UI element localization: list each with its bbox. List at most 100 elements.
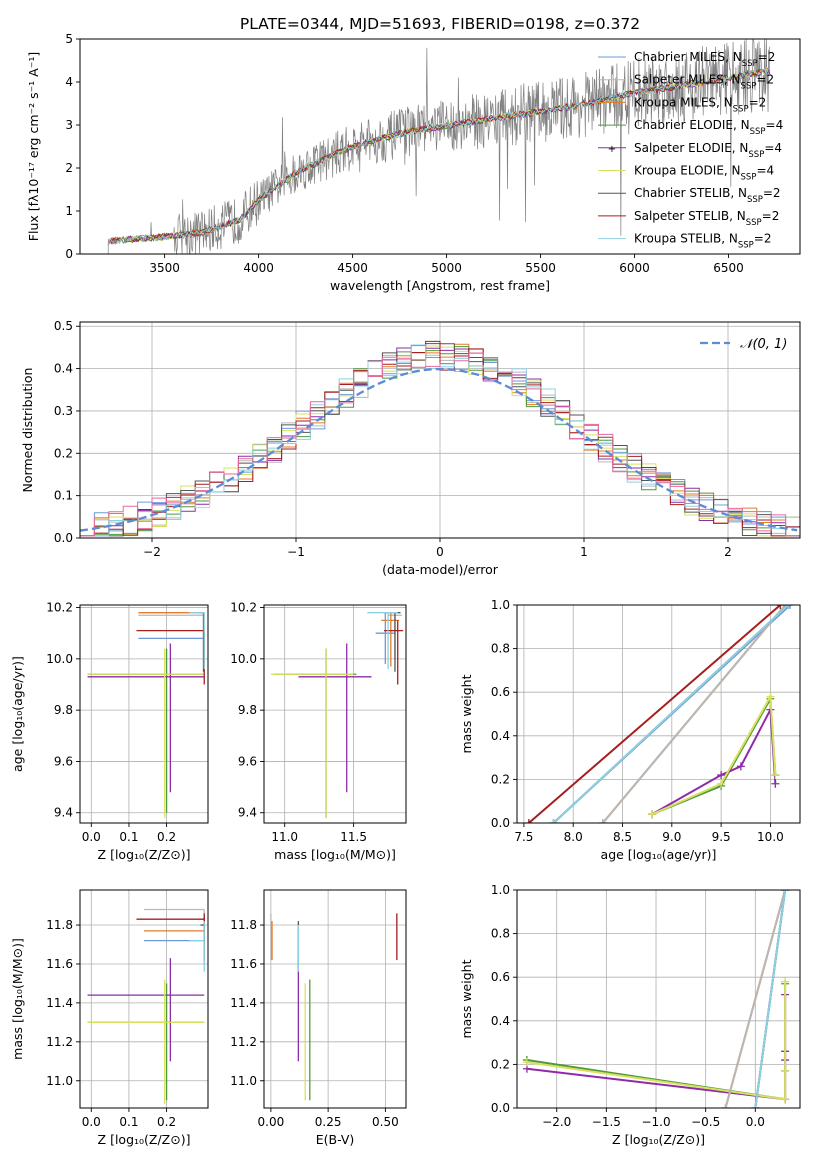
- legend-subscript: SSP: [738, 241, 754, 251]
- series-line: [724, 890, 787, 1108]
- plot-area-age-Z: [87, 612, 205, 818]
- y-axis-label: Normed distribution: [20, 368, 35, 493]
- legend-nssp: =2: [762, 209, 780, 223]
- legend-label: 𝒩(0, 1): [740, 337, 787, 352]
- legend-nssp: =2: [763, 186, 781, 200]
- x-tick-label: 0.50: [372, 1115, 399, 1129]
- x-axis-label: wavelength [Angstrom, rest frame]: [330, 278, 550, 293]
- frame-spectrum: 3500 4000 4500 5000 5500 6000 6500 0 1 2 3 4 5 wavele…: [26, 32, 801, 293]
- x-tick-label: −2: [143, 545, 161, 559]
- legend-entry: Salpeter STELIB, NSSP=2: [634, 209, 779, 228]
- errorbar-kroupa-stelib: [367, 612, 398, 670]
- frame-mass-weight-age: 7.5 8.0 8.5 9.0 9.5 10.0 0.0 0.2 0.4 0.6 0.8 1.0 age…: [459, 598, 801, 862]
- legend-entry: Chabrier MILES, NSSP=2: [634, 50, 775, 69]
- y-axis-label: mass weight: [459, 674, 474, 753]
- x-tick-label: 5500: [525, 261, 556, 275]
- legend-subscript: SSP: [741, 173, 757, 183]
- y-tick-label: 11.6: [46, 957, 73, 971]
- y-tick-label: 11.6: [230, 957, 257, 971]
- y-axis-label: age [log₁₀(age/yr)]: [10, 656, 25, 772]
- errorbar-chabrier-miles: [375, 612, 395, 664]
- y-tick-label: 0.3: [54, 404, 73, 418]
- x-tick-label: −1.0: [641, 1115, 670, 1129]
- series-marker: [776, 605, 785, 609]
- histogram-pink: [80, 352, 800, 537]
- spectrum-data-line: [107, 39, 771, 254]
- errorbar-salpeter-stelib: [383, 620, 404, 685]
- series-marker: [524, 819, 533, 823]
- y-tick-label: 9.4: [54, 806, 73, 820]
- series-kroupa-stelib: [751, 890, 790, 1108]
- y-tick-label: 1: [65, 204, 73, 218]
- legend-subscript: SSP: [748, 150, 764, 160]
- y-tick-label: 9.4: [238, 806, 257, 820]
- x-axis-label: mass [log₁₀(M/M⊙)]: [274, 847, 396, 862]
- axes-frame: [516, 889, 801, 1109]
- x-tick-label: 8.5: [613, 830, 632, 844]
- plot-area-mass-Z: [87, 908, 205, 1105]
- y-tick-label: 11.8: [46, 918, 73, 932]
- series-marker: [771, 779, 780, 788]
- gaussian-curve: [80, 367, 798, 532]
- x-tick-label: 0: [436, 545, 444, 559]
- x-tick-label: 0.00: [258, 1115, 285, 1129]
- legend-subscript: SSP: [750, 127, 766, 137]
- y-tick-label: 11.2: [230, 1035, 257, 1049]
- y-tick-label: 0.2: [491, 1057, 510, 1071]
- legend-subscript: SSP: [741, 82, 757, 92]
- x-tick-label: 7.5: [514, 830, 533, 844]
- y-tick-label: 11.2: [46, 1035, 73, 1049]
- y-tick-label: 5: [65, 32, 73, 46]
- y-tick-label: 9.6: [54, 754, 73, 768]
- axes-frame: [79, 604, 209, 824]
- x-tick-label: 0.2: [157, 1115, 176, 1129]
- series-marker: [781, 1095, 790, 1104]
- plot-area-mass-weight-Z: [522, 890, 790, 1108]
- x-tick-label: −2.0: [542, 1115, 571, 1129]
- x-tick-label: 0.25: [315, 1115, 342, 1129]
- y-tick-label: 0.6: [491, 685, 510, 699]
- legend-label: Salpeter STELIB, N: [634, 209, 746, 223]
- histogram-salpeter-stelib: [80, 340, 800, 537]
- x-tick-label: 11.5: [340, 830, 367, 844]
- y-tick-label: 0.8: [491, 642, 510, 656]
- axes-age-mass: [264, 605, 406, 823]
- errorbar-kroupa-elodie: [270, 648, 354, 818]
- y-tick-label: 9.8: [54, 703, 73, 717]
- errorbar-kroupa-stelib: [189, 921, 205, 972]
- x-tick-label: 0.1: [119, 830, 138, 844]
- series-marker: [781, 1066, 790, 1075]
- series-marker: [717, 771, 726, 780]
- axes-frame: [263, 604, 407, 824]
- y-tick-label: 0.5: [54, 319, 73, 333]
- axes-mass-Z: [80, 890, 208, 1108]
- y-tick-label: 0.0: [491, 1101, 510, 1115]
- y-tick-label: 9.8: [238, 703, 257, 717]
- x-tick-label: −1.5: [592, 1115, 621, 1129]
- errorbar-kroupa-stelib: [189, 612, 205, 670]
- errorbar-salpeter-elodie: [87, 958, 205, 1062]
- x-tick-label: 0.0: [746, 1115, 765, 1129]
- x-tick-label: 0.1: [119, 1115, 138, 1129]
- series-marker: [736, 762, 745, 771]
- legend-entry: Chabrier STELIB, NSSP=2: [634, 186, 781, 205]
- legend-subscript: SSP: [733, 104, 749, 114]
- x-axis-label: age [log₁₀(age/yr)]: [601, 847, 717, 862]
- series-marker: [751, 1104, 760, 1108]
- legend-entry: Salpeter ELODIE, NSSP=4: [634, 141, 782, 160]
- legend-label: Chabrier STELIB, N: [634, 186, 747, 200]
- y-tick-label: 10.0: [46, 652, 73, 666]
- axes-frame: [263, 889, 407, 1109]
- frame-residuals: −2 −1 0 1 2 0.0 0.1 0.2 0.3 0.4 0.5 (data-model)/er…: [20, 319, 801, 577]
- series-line: [552, 605, 789, 823]
- legend-entry: Kroupa ELODIE, NSSP=4: [634, 164, 774, 183]
- y-tick-label: 11.8: [230, 918, 257, 932]
- errorbar-salpeter-elodie: [298, 643, 372, 793]
- y-tick-label: 1.0: [491, 883, 510, 897]
- y-tick-label: 0: [65, 247, 73, 261]
- x-tick-label: 10.0: [757, 830, 784, 844]
- legend-label: Chabrier ELODIE, N: [634, 118, 750, 132]
- x-axis-label: (data-model)/error: [382, 562, 499, 577]
- y-tick-label: 1.0: [491, 598, 510, 612]
